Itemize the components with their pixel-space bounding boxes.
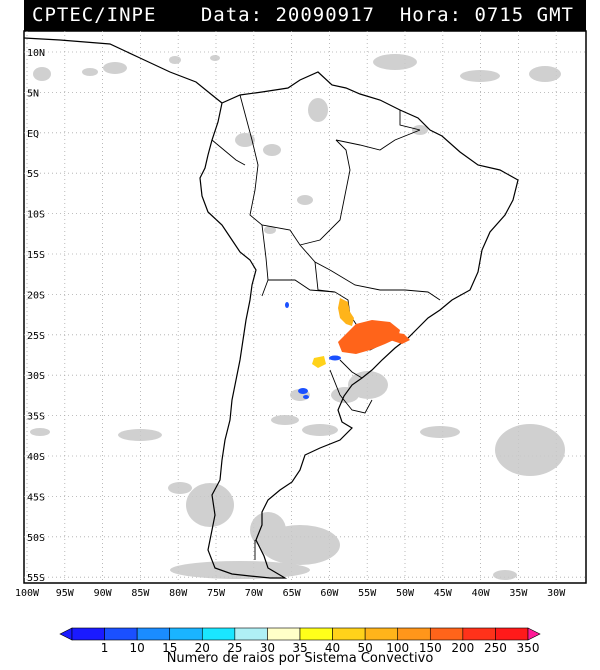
longitude-label: 70W [245, 588, 264, 599]
lightning-cluster-yellow-south [312, 356, 326, 368]
latitude-label: EQ [27, 129, 39, 140]
color-bar-label: 30 [260, 641, 275, 655]
color-bar-arrow-left [59, 627, 73, 641]
color-bar-segment [201, 627, 236, 641]
convective-systems [285, 298, 410, 399]
latitude-label: 25S [27, 331, 45, 342]
latitude-label: 10S [27, 210, 45, 221]
color-bar-segment [299, 627, 333, 641]
longitude-label: 90W [94, 588, 113, 599]
color-bar-segment [462, 627, 496, 641]
longitude-label: 35W [509, 588, 528, 599]
latitude-label: 5N [27, 88, 39, 99]
color-bar-segment [136, 627, 171, 641]
latitude-label: 5S [27, 169, 39, 180]
color-bar-segment [397, 627, 431, 641]
longitude-label: 50W [396, 588, 415, 599]
longitude-label: 95W [56, 588, 75, 599]
color-bar-segment [332, 627, 366, 641]
title-bar: CPTEC/INPE Data: 20090917 Hora: 0715 GMT [24, 0, 586, 31]
color-bar-label: 20 [195, 641, 210, 655]
lightning-color-bar [59, 627, 541, 641]
latitude-label: 40S [27, 452, 45, 463]
color-bar-label: 100 [386, 641, 409, 655]
latitude-label: 50S [27, 533, 45, 544]
latitude-label: 10N [27, 48, 45, 59]
map-frame [23, 30, 587, 584]
color-bar-segment [104, 627, 138, 641]
central-america-coastline [23, 37, 223, 104]
color-bar-label: 40 [325, 641, 340, 655]
color-bar-label: 15 [162, 641, 177, 655]
lightning-cluster-orange-large [338, 320, 410, 354]
source-label: CPTEC/INPE [32, 4, 157, 26]
longitude-label: 100W [15, 588, 40, 599]
color-bar-segment [429, 627, 464, 641]
color-bar-label: 1 [101, 641, 109, 655]
lightning-cluster-yellow-north [338, 298, 354, 326]
latitude-label: 15S [27, 250, 45, 261]
color-bar-segment [234, 627, 268, 641]
map-grid [24, 31, 586, 583]
longitude-label: 40W [472, 588, 491, 599]
color-bar-segment [169, 627, 203, 641]
latitude-labels: 10N 5N EQ 5S 10S 15S 20S 25S 30S 35S 40S 45S 50S 55S [27, 48, 45, 584]
color-bar-segment [71, 627, 105, 641]
color-bar-label: 350 [517, 641, 540, 655]
color-bar-label: 35 [292, 641, 307, 655]
longitude-label: 85W [131, 588, 150, 599]
longitude-label: 45W [434, 588, 453, 599]
color-bar-label: 50 [358, 641, 373, 655]
longitude-label: 80W [169, 588, 188, 599]
latitude-label: 20S [27, 290, 45, 301]
longitude-label: 75W [207, 588, 226, 599]
longitude-label: 65W [283, 588, 302, 599]
cloud-cover [30, 54, 565, 580]
color-bar-label: 25 [227, 641, 242, 655]
color-bar-label: 150 [419, 641, 442, 655]
color-bar-label: 10 [130, 641, 145, 655]
color-bar-segment [267, 627, 301, 641]
color-bar-label: 250 [484, 641, 507, 655]
longitude-label: 30W [547, 588, 566, 599]
lightning-cluster-blue [285, 302, 341, 399]
latitude-label: 45S [27, 492, 45, 503]
south-america-coastline [199, 71, 519, 579]
latitude-label: 30S [27, 371, 45, 382]
color-bar-arrow-right [527, 627, 541, 641]
color-bar-caption: Numero de raios por Sistema Convectivo [166, 651, 434, 666]
date-time-label: Data: 20090917 Hora: 0715 GMT [200, 4, 574, 26]
latitude-label: 35S [27, 412, 45, 423]
color-bar-segment [364, 627, 399, 641]
longitude-label: 60W [320, 588, 339, 599]
color-bar-segment [495, 627, 529, 641]
longitude-label: 55W [358, 588, 377, 599]
color-bar-label: 200 [451, 641, 474, 655]
latitude-label: 55S [27, 573, 45, 584]
color-bar-labels: 1 10 15 20 25 30 35 40 50 100 150 200 250 350 [101, 641, 540, 655]
longitude-labels: 100W 95W 90W 85W 80W 75W 70W 65W 60W 55W 50W 45W 40W… [15, 588, 566, 599]
